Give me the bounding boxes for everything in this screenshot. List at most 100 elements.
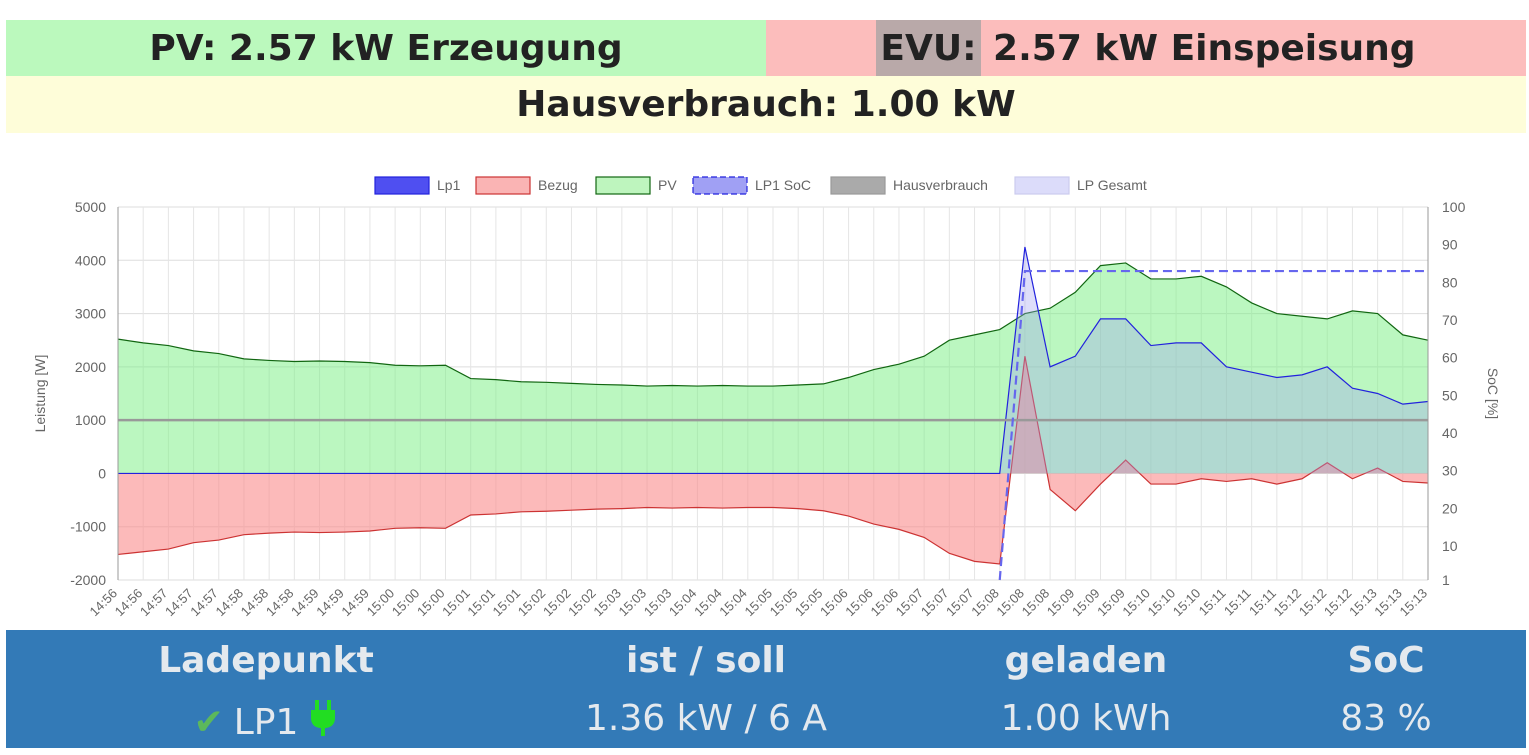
- x-tick-label: 14:57: [187, 586, 221, 620]
- x-tick-label: 14:59: [288, 586, 322, 620]
- x-tick-label: 15:01: [464, 586, 498, 620]
- power-cell: 1.36 kW / 6 A: [584, 698, 828, 739]
- ladepunkt-cell[interactable]: ✔ LP1: [86, 698, 446, 747]
- legend-label: PV: [658, 177, 677, 193]
- evu-summary-text: 2.57 kW Einspeisung: [980, 27, 1416, 69]
- header-ist-soll: ist / soll: [625, 640, 787, 681]
- legend-swatch: [692, 176, 748, 195]
- x-tick-label: 15:05: [792, 586, 826, 620]
- bezug-area: [118, 356, 1428, 565]
- header-geladen: geladen: [1004, 640, 1168, 681]
- x-tick-label: 15:12: [1296, 586, 1330, 620]
- x-tick-label: 15:01: [439, 586, 473, 620]
- charged-cell: 1.00 kWh: [1000, 698, 1172, 739]
- evu-label: EVU:: [876, 20, 981, 76]
- y-tick-label: 1000: [75, 412, 106, 428]
- ladepunkt-table: Ladepunkt ist / soll geladen SoC ✔ LP1 1…: [6, 630, 1526, 748]
- y-axis-title: Leistung [W]: [32, 355, 48, 433]
- x-tick-label: 15:06: [842, 586, 876, 620]
- x-tick-label: 15:12: [1321, 586, 1355, 620]
- x-tick-label: 15:07: [918, 586, 952, 620]
- chart-series: [117, 246, 1429, 581]
- y2-tick-label: 100: [1442, 199, 1466, 215]
- hausverbrauch-bar: Hausverbrauch: 1.00 kW: [6, 76, 1526, 133]
- x-tick-label: 15:07: [893, 586, 927, 620]
- x-tick-label: 15:09: [1094, 586, 1128, 620]
- x-tick-label: 15:13: [1397, 586, 1431, 620]
- x-tick-label: 15:02: [515, 586, 549, 620]
- y2-tick-label: 50: [1442, 387, 1458, 403]
- x-tick-label: 15:08: [993, 586, 1027, 620]
- legend-label: LP Gesamt: [1077, 177, 1147, 193]
- x-tick-label: 15:13: [1371, 586, 1405, 620]
- y-tick-label: 2000: [75, 359, 106, 375]
- y-tick-label: -1000: [70, 519, 106, 535]
- x-tick-label: 15:06: [867, 586, 901, 620]
- legend-swatch: [374, 176, 430, 195]
- header-ladepunkt: Ladepunkt: [158, 640, 374, 681]
- y2-tick-label: 80: [1442, 274, 1458, 290]
- x-tick-label: 14:58: [263, 586, 297, 620]
- y-tick-label: 0: [98, 465, 106, 481]
- legend-swatch: [595, 176, 651, 195]
- x-tick-label: 15:10: [1119, 586, 1153, 620]
- legend-label: Bezug: [538, 177, 578, 193]
- y2-axis-title: SoC [%]: [1485, 368, 1501, 419]
- x-tick-label: 15:03: [616, 586, 650, 620]
- x-tick-label: 14:59: [313, 586, 347, 620]
- y2-tick-label: 1: [1442, 572, 1450, 588]
- x-tick-label: 15:03: [590, 586, 624, 620]
- hausverbrauch-text: Hausverbrauch: 1.00 kW: [516, 84, 1016, 125]
- pv-summary-bar: PV: 2.57 kW Erzeugung: [6, 20, 766, 76]
- x-tick-label: 14:57: [162, 586, 196, 620]
- x-tick-label: 15:05: [742, 586, 776, 620]
- x-tick-label: 15:11: [1221, 586, 1254, 619]
- y-tick-label: -2000: [70, 572, 106, 588]
- x-tick-label: 15:09: [1069, 586, 1103, 620]
- x-tick-label: 15:10: [1145, 586, 1179, 620]
- y2-tick-label: 40: [1442, 425, 1458, 441]
- soc-cell: 83 %: [1340, 698, 1432, 739]
- x-tick-label: 15:01: [490, 586, 524, 620]
- x-tick-label: 15:08: [968, 586, 1002, 620]
- x-tick-label: 15:11: [1246, 586, 1279, 619]
- x-tick-label: 15:04: [716, 586, 750, 620]
- y2-tick-label: 90: [1442, 237, 1458, 253]
- legend-swatch: [1014, 176, 1070, 195]
- x-tick-label: 14:56: [112, 586, 146, 620]
- legend-label: Hausverbrauch: [893, 177, 988, 193]
- lp1-line: [118, 246, 1429, 475]
- x-tick-label: 15:06: [817, 586, 851, 620]
- x-tick-label: 15:00: [389, 586, 423, 620]
- chart-legend: Lp1 Bezug PV LP1 SoC Hausverbrauch LP Gesamt: [374, 176, 1147, 195]
- x-tick-label: 14:59: [338, 586, 372, 620]
- lp1-soc-line: [998, 269, 1428, 581]
- legend-label: LP1 SoC: [755, 177, 811, 193]
- pv-line: [117, 262, 1429, 387]
- x-tick-label: 15:03: [641, 586, 675, 620]
- x-tick-label: 14:57: [137, 586, 171, 620]
- y2-tick-label: 30: [1442, 463, 1458, 479]
- x-tick-label: 15:12: [1271, 586, 1305, 620]
- power-chart: Lp1 Bezug PV LP1 SoC Hausverbrauch LP Gesamt …: [32, 176, 1501, 620]
- x-tick-label: 14:58: [238, 586, 272, 620]
- x-tick-label: 15:09: [1044, 586, 1078, 620]
- y2-tick-label: 20: [1442, 500, 1458, 516]
- y2-tick-label: 10: [1442, 538, 1458, 554]
- x-tick-label: 15:11: [1196, 586, 1229, 619]
- y2-tick-label: 60: [1442, 350, 1458, 366]
- bezug-line: [117, 356, 1429, 565]
- x-tick-label: 15:04: [691, 586, 725, 620]
- x-tick-label: 15:00: [364, 586, 398, 620]
- x-tick-label: 15:10: [1170, 586, 1204, 620]
- y2-tick-label: 70: [1442, 312, 1458, 328]
- legend-swatch: [475, 176, 531, 195]
- legend-label: Lp1: [437, 177, 461, 193]
- legend-swatch: [830, 176, 886, 195]
- x-tick-label: 14:58: [212, 586, 246, 620]
- y-tick-label: 4000: [75, 252, 106, 268]
- x-tick-label: 15:02: [565, 586, 599, 620]
- x-tick-label: 15:02: [540, 586, 574, 620]
- x-tick-label: 15:05: [767, 586, 801, 620]
- plug-icon: [308, 698, 338, 747]
